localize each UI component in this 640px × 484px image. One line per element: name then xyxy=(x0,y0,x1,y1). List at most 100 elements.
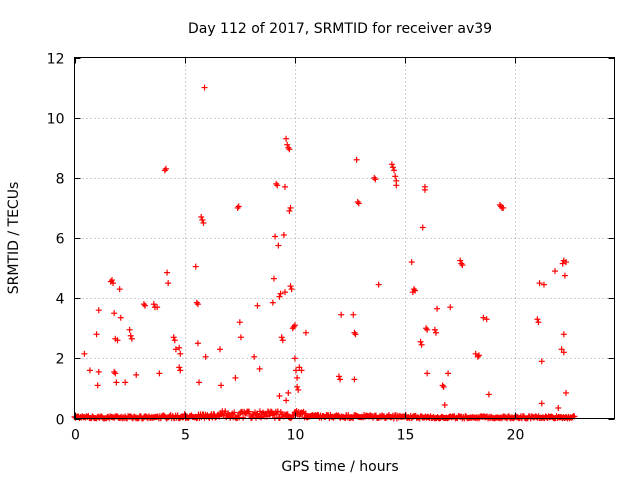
data-point xyxy=(176,344,183,351)
data-point xyxy=(559,260,566,267)
data-point xyxy=(133,371,140,378)
data-point xyxy=(432,329,439,336)
y-axis-title: SRMTID / TECUs xyxy=(6,182,22,295)
x-tick-label: 20 xyxy=(507,428,525,444)
data-point xyxy=(218,382,225,389)
data-point xyxy=(288,286,295,293)
y-tick-label: 10 xyxy=(47,112,65,128)
x-tick-label: 10 xyxy=(287,428,305,444)
y-tick-label: 12 xyxy=(47,52,65,68)
axis-ticks: 0 5 10 15 20 0 2 4 6 8 10 12 xyxy=(47,52,615,444)
data-point xyxy=(200,219,207,226)
data-point xyxy=(110,280,117,287)
data-point xyxy=(338,311,345,318)
data-point xyxy=(286,146,293,153)
data-point xyxy=(283,135,290,142)
data-point xyxy=(172,346,179,353)
data-point xyxy=(388,161,395,168)
data-point xyxy=(272,233,279,240)
data-point xyxy=(164,269,171,276)
baseline-point xyxy=(284,411,291,418)
data-point xyxy=(95,307,102,314)
data-point xyxy=(281,289,288,296)
data-point xyxy=(440,383,447,390)
baseline-points xyxy=(71,408,578,422)
data-point xyxy=(563,259,570,266)
data-point xyxy=(165,280,172,287)
data-point xyxy=(563,389,570,396)
data-point xyxy=(256,365,263,372)
data-point xyxy=(117,314,124,321)
data-point xyxy=(535,319,542,326)
data-point xyxy=(237,334,244,341)
data-point xyxy=(113,379,120,386)
data-point xyxy=(393,182,400,189)
data-point xyxy=(500,204,507,211)
data-point xyxy=(236,319,243,326)
data-point xyxy=(419,224,426,231)
data-point xyxy=(126,326,133,333)
data-point xyxy=(111,310,118,317)
data-point xyxy=(375,281,382,288)
data-point xyxy=(283,397,290,404)
data-point xyxy=(196,379,203,386)
data-point xyxy=(201,84,208,91)
data-point xyxy=(216,346,223,353)
data-point xyxy=(560,349,567,356)
data-point xyxy=(287,283,294,290)
data-point xyxy=(431,326,438,333)
data-point xyxy=(536,280,543,287)
data-point xyxy=(355,200,362,207)
baseline-point xyxy=(259,409,266,416)
data-point xyxy=(171,337,178,344)
baseline-point xyxy=(257,414,264,421)
data-point xyxy=(540,281,547,288)
data-point xyxy=(112,370,119,377)
data-point xyxy=(278,334,285,341)
data-point xyxy=(558,346,565,353)
data-point xyxy=(286,207,293,214)
data-point xyxy=(560,331,567,338)
data-point xyxy=(177,350,184,357)
data-point xyxy=(424,370,431,377)
data-point xyxy=(291,322,298,329)
data-point xyxy=(122,379,129,386)
data-points xyxy=(81,84,570,411)
data-point xyxy=(424,326,431,333)
data-point xyxy=(202,353,209,360)
data-point xyxy=(480,314,487,321)
data-point xyxy=(391,167,398,174)
data-point xyxy=(285,389,292,396)
baseline-point xyxy=(231,409,238,416)
data-point xyxy=(295,386,302,393)
data-point xyxy=(281,183,288,190)
y-tick-label: 8 xyxy=(56,172,65,188)
y-tick-label: 6 xyxy=(56,232,65,248)
chart-title: Day 112 of 2017, SRMTID for receiver av3… xyxy=(188,21,492,37)
data-point xyxy=(284,141,291,148)
data-point xyxy=(353,156,360,163)
data-point xyxy=(538,358,545,365)
data-point xyxy=(276,293,283,300)
data-point xyxy=(293,367,300,374)
data-point xyxy=(277,290,284,297)
data-point xyxy=(156,370,163,377)
data-point xyxy=(170,334,177,341)
x-tick-label: 5 xyxy=(181,428,190,444)
data-point xyxy=(445,370,452,377)
x-tick-label: 15 xyxy=(397,428,415,444)
data-point xyxy=(472,350,479,357)
data-point xyxy=(434,305,441,312)
data-point xyxy=(275,242,282,249)
data-point xyxy=(421,186,428,193)
data-point xyxy=(86,367,93,374)
data-point xyxy=(459,262,466,269)
data-point xyxy=(294,374,301,381)
data-point xyxy=(269,299,276,306)
data-point xyxy=(337,376,344,383)
data-point xyxy=(296,364,303,371)
data-point xyxy=(555,404,562,411)
baseline-point xyxy=(246,408,253,415)
